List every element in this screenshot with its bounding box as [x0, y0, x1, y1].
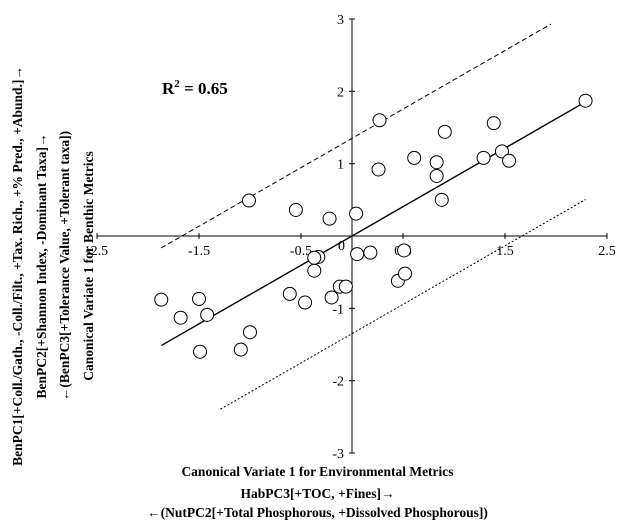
- data-point: [435, 193, 448, 206]
- y-tick-label: -2: [332, 375, 344, 390]
- regression-line: [161, 102, 585, 346]
- data-point: [350, 207, 363, 220]
- lower-prediction-line: [220, 199, 585, 409]
- x-axis-title-line-3: ←(NutPC2[+Total Phosphorous, +Dissolved …: [0, 505, 635, 521]
- data-point: [398, 244, 411, 257]
- y-axis-title-line-1: BenPC1[+Coll./Gath., -Coll./Filt., +Tax.…: [10, 66, 25, 466]
- data-point: [430, 169, 443, 182]
- data-point: [579, 94, 592, 107]
- y-tick-label: -1: [332, 302, 344, 317]
- x-tick-label: -1.5: [188, 244, 210, 259]
- data-point: [351, 248, 364, 261]
- data-point: [372, 163, 385, 176]
- data-point: [408, 151, 421, 164]
- regression-line-group: [161, 102, 585, 346]
- x-tick-label: 2.5: [598, 244, 616, 259]
- data-point: [477, 151, 490, 164]
- x-axis-title-line-1: Canonical Variate 1 for Environmental Me…: [0, 464, 635, 480]
- data-point: [430, 156, 443, 169]
- data-point: [308, 251, 321, 264]
- data-point: [194, 345, 207, 358]
- data-point: [201, 308, 214, 321]
- data-point: [242, 194, 255, 207]
- x-axis-title-line-2: HabPC3[+TOC, +Fines]→: [0, 486, 635, 502]
- data-point: [323, 212, 336, 225]
- data-point: [289, 203, 302, 216]
- y-tick-label: 3: [337, 13, 344, 28]
- data-point: [155, 293, 168, 306]
- data-point: [373, 114, 386, 127]
- data-point: [193, 292, 206, 305]
- data-point: [364, 246, 377, 259]
- data-points: [155, 94, 592, 358]
- y-tick-label: 2: [337, 85, 344, 100]
- data-point: [174, 311, 187, 324]
- data-point: [399, 267, 412, 280]
- data-point: [438, 125, 451, 138]
- data-point: [234, 343, 247, 356]
- data-point: [487, 117, 500, 130]
- right-arrow-icon: →: [381, 486, 395, 501]
- data-point: [308, 264, 321, 277]
- left-arrow-icon: ←: [147, 505, 161, 520]
- r-squared-annotation: R2 = 0.65: [162, 78, 228, 98]
- y-axis-title-line-4: Canonical Variate 1 for Benthic Metrics: [81, 151, 96, 381]
- y-axis-title-line-2: BenPC2[+Shannon Index, -Dominant Taxa]→: [34, 133, 49, 398]
- data-point: [325, 291, 338, 304]
- x-tick-label: 1.5: [496, 244, 514, 259]
- y-axis-title: BenPC1[+Coll./Gath., -Coll./Filt., +Tax.…: [0, 0, 130, 523]
- y-axis-title-line-3: ←(BenPC3[+Tolerance Value, +Tolerant tax…: [57, 131, 72, 401]
- y-tick-label: 1: [337, 158, 344, 173]
- data-point: [503, 154, 516, 167]
- data-point: [244, 326, 257, 339]
- y-tick-label: -3: [332, 447, 344, 460]
- data-point: [283, 287, 296, 300]
- data-point: [299, 296, 312, 309]
- data-point: [339, 280, 352, 293]
